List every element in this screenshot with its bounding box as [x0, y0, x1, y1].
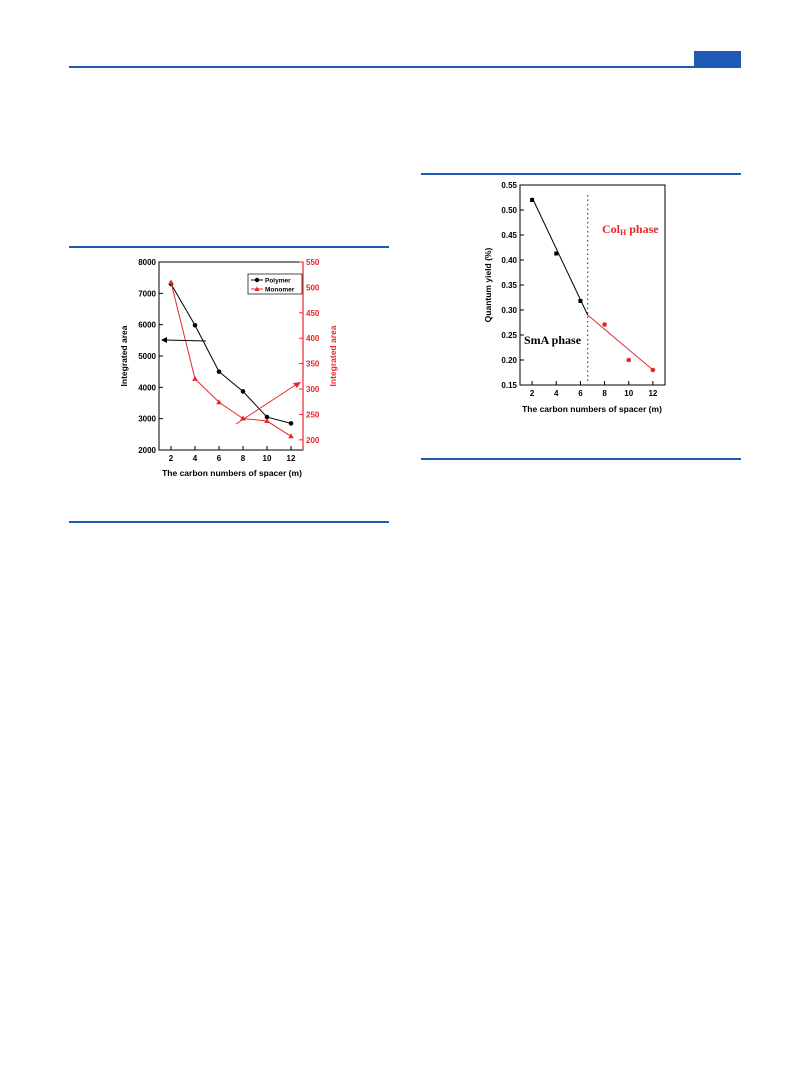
right-axis-arrow — [235, 383, 298, 425]
y-right-tick-label: 450 — [306, 309, 320, 318]
y-left-tick-label: 3000 — [138, 415, 156, 424]
data-point-polymer — [288, 421, 294, 426]
left-axis-arrow — [164, 339, 207, 342]
data-point-polymer — [240, 389, 246, 394]
figure-left-bottom-rule — [69, 521, 389, 523]
y-tick-label: 0.55 — [501, 181, 517, 190]
quantum-yield-chart: 2 4 6 8 10 12 0.15 0.20 0.25 0.30 0.35 0.40 0.45 0.5… — [483, 181, 666, 414]
data-point-circle — [650, 367, 656, 373]
y-axis-label: Quantum yield (%) — [483, 248, 493, 323]
y-right-tick-label: 200 — [306, 436, 320, 445]
x-tick-label: 12 — [287, 454, 296, 463]
y-tick-label: 0.20 — [501, 356, 517, 365]
colh-phase-label: ColH phase — [602, 222, 659, 237]
figure-right: 2 4 6 8 10 12 0.15 0.20 0.25 0.30 0.35 0.40 0.45 0.5… — [482, 180, 682, 420]
x-tick-label: 10 — [624, 389, 633, 398]
x-tick-label: 2 — [169, 454, 174, 463]
y-tick-label: 0.40 — [501, 256, 517, 265]
y-right-tick-label: 500 — [306, 283, 320, 292]
y-tick-label: 0.35 — [501, 281, 517, 290]
x-axis-label: The carbon numbers of spacer (m) — [162, 468, 302, 478]
legend-marker-monomer — [254, 286, 260, 291]
series-line-polymer — [170, 283, 292, 424]
data-point-monomer — [240, 415, 246, 421]
figure-left-top-rule — [69, 246, 389, 248]
data-point-circle — [626, 357, 632, 363]
x-tick-label: 8 — [241, 454, 246, 463]
x-tick-label: 4 — [193, 454, 198, 463]
y-tick-label: 0.30 — [501, 306, 517, 315]
y-right-tick-label: 550 — [306, 258, 320, 267]
data-point-polymer — [264, 414, 270, 420]
left-axis-arrowhead — [161, 337, 167, 343]
legend-label-polymer: Polymer — [265, 278, 291, 285]
colh-phase-label-tail: phase — [626, 222, 659, 236]
figure-right-top-rule — [421, 173, 741, 175]
header-rule — [69, 66, 741, 68]
data-point-monomer — [288, 433, 294, 439]
data-point-polymer — [216, 369, 222, 374]
header-accent-block — [694, 51, 741, 66]
y-left-tick-label: 6000 — [138, 321, 156, 330]
y-left-tick-label: 8000 — [138, 258, 156, 267]
fit-line-1 — [587, 314, 654, 371]
data-point-circle — [602, 322, 607, 327]
legend-marker-polymer — [254, 277, 260, 283]
right-axis-arrowhead — [293, 382, 301, 388]
data-point-square — [554, 251, 559, 256]
legend-label-monomer: Monomer — [265, 287, 295, 294]
data-point-monomer — [168, 279, 174, 285]
x-axis-label: The carbon numbers of spacer (m) — [522, 404, 662, 414]
data-point-monomer — [264, 418, 270, 424]
y-left-tick-label: 5000 — [138, 352, 156, 361]
y-left-tick-label: 2000 — [138, 446, 156, 455]
x-tick-label: 10 — [263, 454, 272, 463]
y-tick-label: 0.45 — [501, 231, 517, 240]
x-tick-label: 6 — [217, 454, 222, 463]
y-tick-label: 0.15 — [501, 381, 517, 390]
y-tick-label: 0.50 — [501, 206, 517, 215]
data-point-monomer — [216, 399, 222, 405]
y-axis-left-label: Integrated area — [119, 325, 129, 386]
x-tick-label: 12 — [648, 389, 657, 398]
fit-line-0 — [531, 197, 589, 316]
x-tick-label: 2 — [530, 389, 535, 398]
y-right-tick-label: 300 — [306, 385, 320, 394]
plot-frame — [519, 184, 666, 386]
figure-right-bottom-rule — [421, 458, 741, 460]
x-tick-label: 4 — [554, 389, 559, 398]
x-tick-label: 8 — [602, 389, 607, 398]
y-left-tick-label: 7000 — [138, 289, 156, 298]
colh-phase-label-sub: H — [620, 228, 627, 237]
y-tick-label: 0.25 — [501, 331, 517, 340]
series-line-monomer — [170, 282, 292, 437]
data-point-monomer — [192, 375, 198, 381]
data-point-square — [578, 299, 583, 303]
legend: Polymer Monomer — [247, 273, 303, 295]
data-point-square — [530, 198, 535, 202]
data-point-polymer — [192, 322, 198, 328]
figure-left: 2 4 6 8 10 12 2000 3000 4000 5000 6000 7000 8000 20… — [110, 254, 370, 482]
y-left-tick-label: 4000 — [138, 383, 156, 392]
smA-phase-label: SmA phase — [524, 333, 582, 347]
y-right-tick-label: 250 — [306, 410, 320, 419]
x-tick-label: 6 — [578, 389, 583, 398]
y-right-tick-label: 400 — [306, 334, 320, 343]
integrated-area-chart: 2 4 6 8 10 12 2000 3000 4000 5000 6000 7000 8000 20… — [119, 258, 338, 478]
y-axis-right-label: Integrated area — [328, 325, 338, 386]
colh-phase-label-main: Col — [602, 222, 621, 236]
y-right-tick-label: 350 — [306, 360, 320, 369]
